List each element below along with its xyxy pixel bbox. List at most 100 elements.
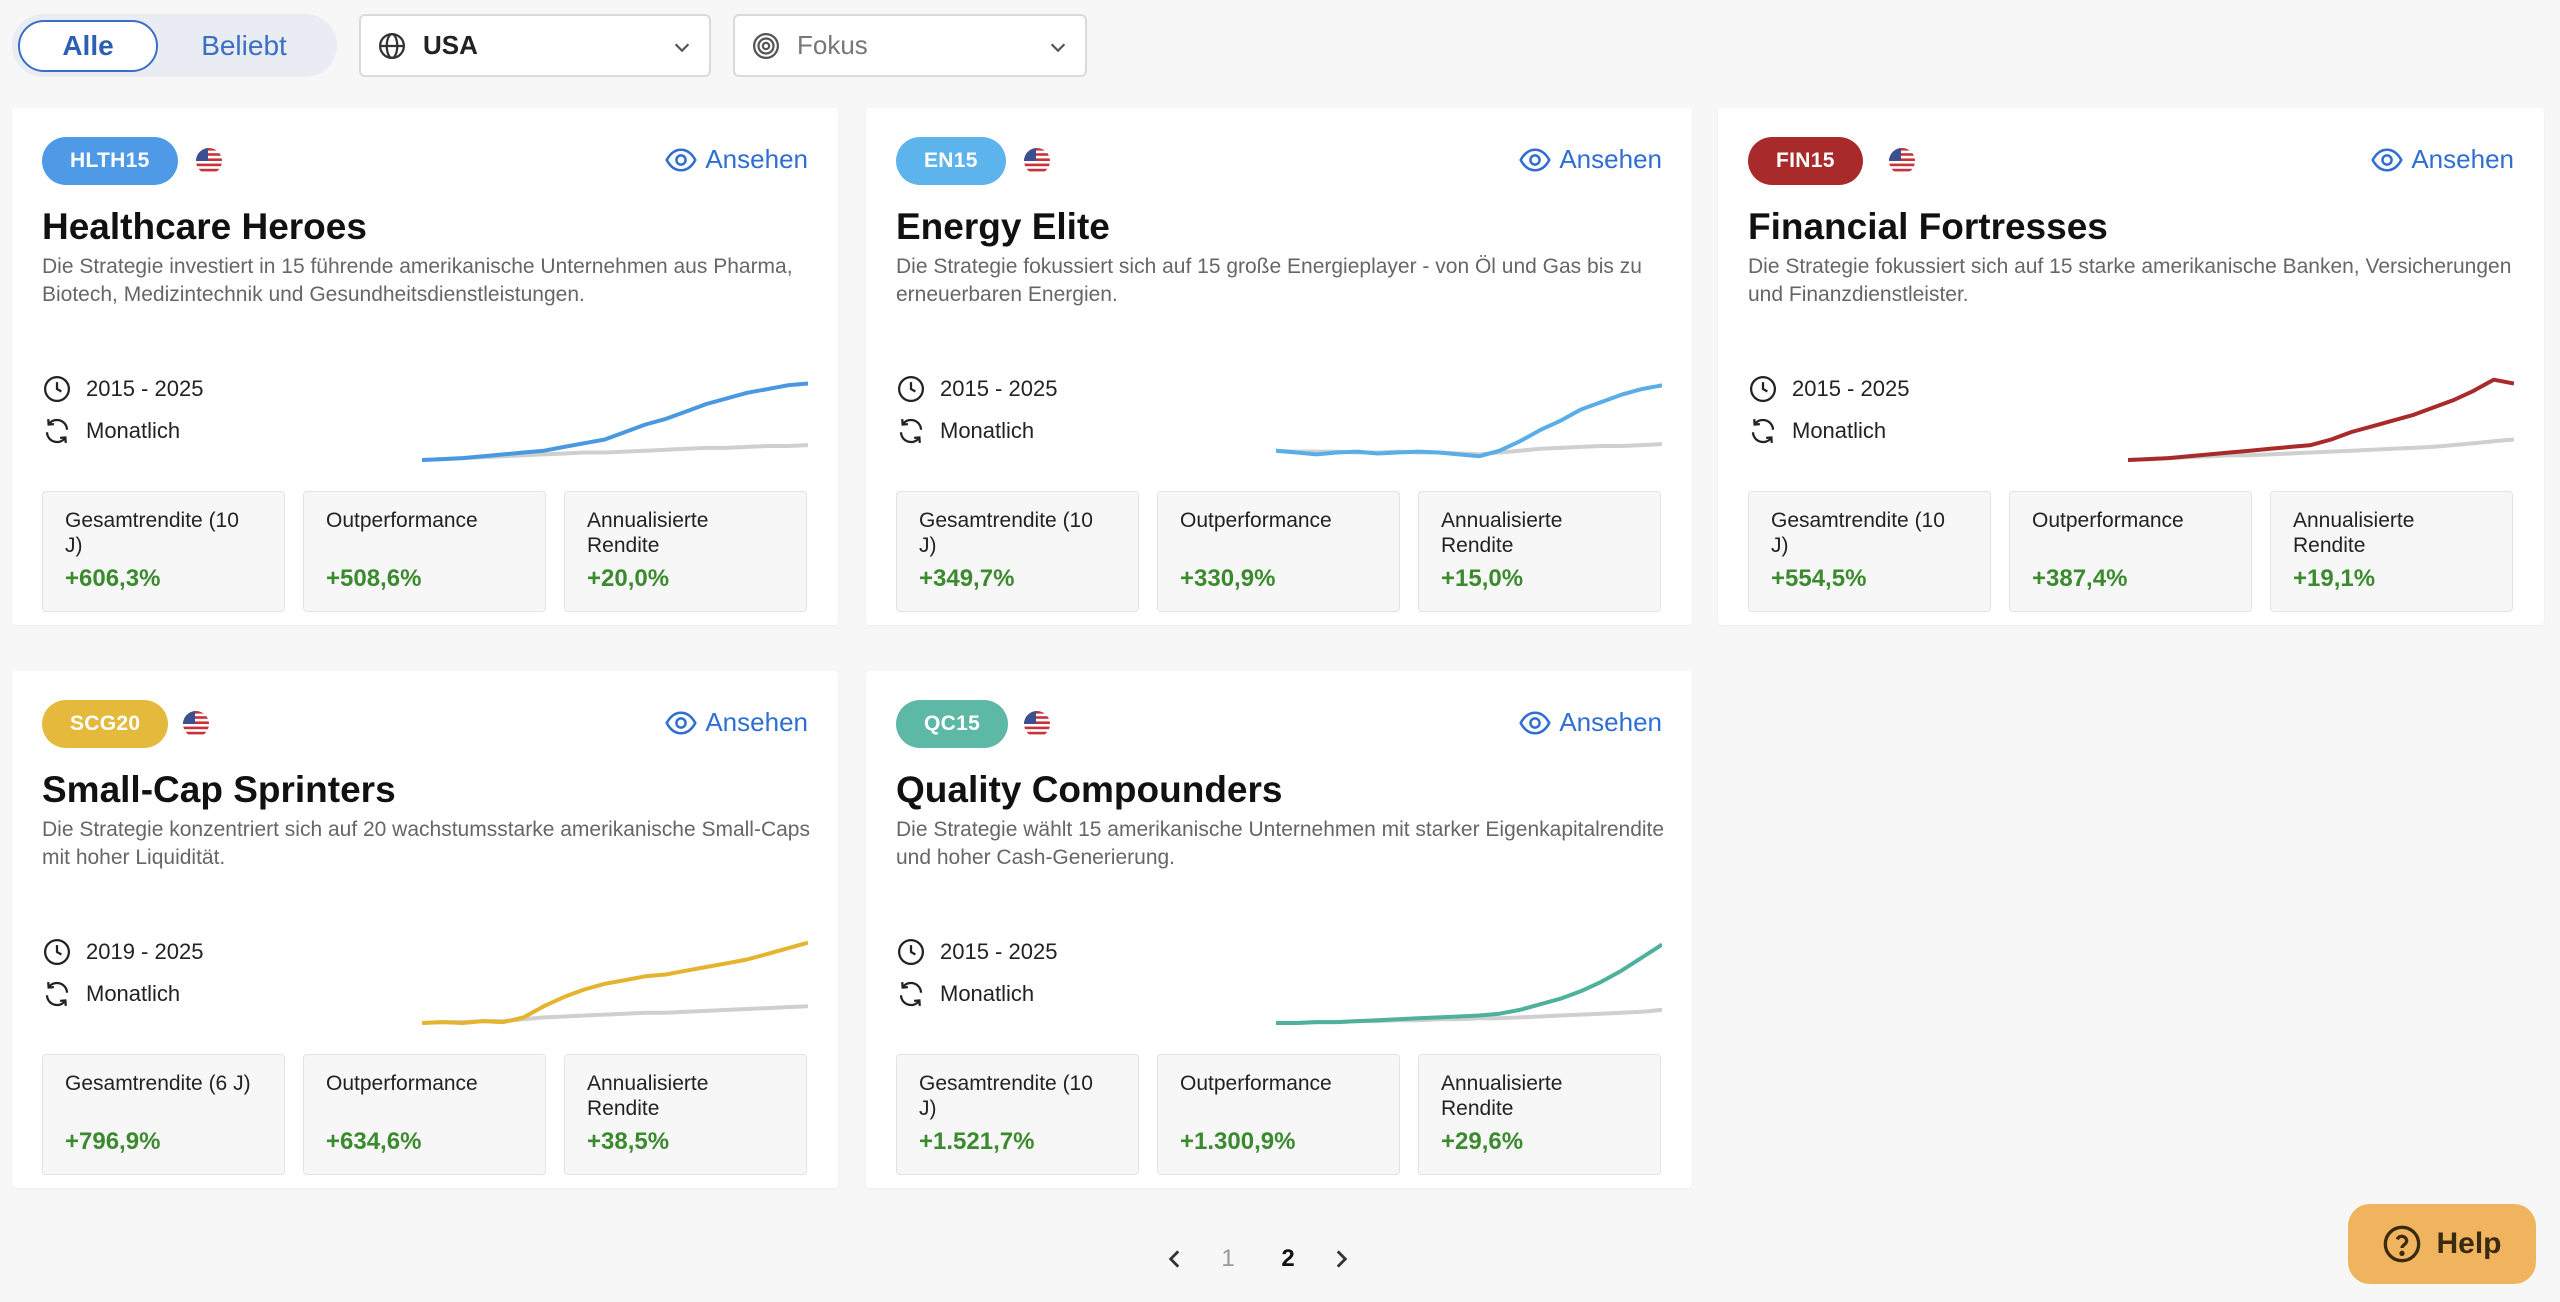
stats-row: Gesamtrendite (10 J) +349,7% Outperforma… [896, 491, 1661, 612]
stat-value: +554,5% [1771, 565, 1867, 592]
focus-select[interactable]: Fokus [733, 14, 1087, 77]
view-strategy-link[interactable]: Ansehen [665, 707, 808, 738]
strategy-code-badge: FIN15 [1748, 137, 1863, 185]
performance-sparkline [422, 381, 808, 462]
region-value: USA [423, 30, 478, 60]
strategy-title: Financial Fortresses [1748, 206, 2108, 247]
stat-label: Gesamtrendite (10 J) [65, 509, 239, 557]
stat-box: Annualisierte Rendite +19,1% [2270, 491, 2513, 612]
rebalance-row: Monatlich [1748, 416, 1886, 446]
stat-value: +38,5% [587, 1128, 670, 1155]
stat-label: Outperformance [1180, 1072, 1332, 1095]
view-label: Ansehen [705, 144, 808, 174]
view-label: Ansehen [705, 707, 808, 737]
view-label: Ansehen [1559, 144, 1662, 174]
strategy-code-badge: HLTH15 [42, 137, 178, 185]
frequency-text: Monatlich [86, 981, 181, 1006]
stat-label: Outperformance [326, 1072, 478, 1095]
strategy-card: HLTH15 Ansehen Healthcare Heroes Die Str… [12, 108, 838, 625]
clock-icon [896, 374, 926, 404]
rebalance-row: Monatlich [896, 416, 1034, 446]
page-2-button[interactable]: 2 [1281, 1245, 1295, 1272]
strategy-card: FIN15 Ansehen Financial Fortresses Die S… [1718, 108, 2544, 625]
refresh-icon [896, 979, 926, 1009]
prev-page-button[interactable] [1160, 1244, 1190, 1274]
stat-box: Gesamtrendite (10 J) +1.521,7% [896, 1054, 1139, 1175]
frequency-text: Monatlich [940, 981, 1035, 1006]
strategy-line [422, 381, 808, 462]
performance-sparkline [1276, 942, 1662, 1025]
strategy-card: QC15 Ansehen Quality Compounders Die Str… [866, 671, 1692, 1188]
stat-value: +508,6% [326, 565, 422, 592]
clock-icon [42, 374, 72, 404]
us-flag-icon [1889, 148, 1915, 174]
stat-label: Annualisierte Rendite [2293, 509, 2415, 557]
strategy-card: EN15 Ansehen Energy Elite Die Strategie … [866, 108, 1692, 625]
chevron-down-icon [674, 43, 690, 53]
next-page-button[interactable] [1326, 1244, 1356, 1274]
stat-value: +606,3% [65, 565, 161, 592]
period-row: 2015 - 2025 [42, 374, 203, 404]
strategy-code-badge: SCG20 [42, 700, 169, 748]
stat-label: Outperformance [1180, 509, 1332, 532]
strategy-description: Die Strategie fokussiert sich auf 15 sta… [1748, 255, 2512, 306]
clock-icon [42, 937, 72, 967]
stat-box: Gesamtrendite (6 J) +796,9% [42, 1054, 285, 1175]
help-button[interactable]: Help [2348, 1204, 2536, 1284]
stat-box: Gesamtrendite (10 J) +554,5% [1748, 491, 1991, 612]
view-strategy-link[interactable]: Ansehen [1519, 707, 1662, 738]
pagination: 1 2 [1160, 1244, 1356, 1274]
stat-box: Outperformance +330,9% [1157, 491, 1400, 612]
us-flag-icon [1024, 148, 1050, 174]
strategy-title: Quality Compounders [896, 769, 1283, 810]
period-text: 2015 - 2025 [940, 939, 1058, 964]
eye-icon [2371, 147, 2404, 173]
strategy-description: Die Strategie investiert in 15 führende … [42, 255, 793, 306]
frequency-text: Monatlich [1792, 418, 1887, 443]
strategy-code-badge: EN15 [896, 137, 1006, 185]
region-select[interactable]: USA [359, 14, 711, 77]
segment-all-button[interactable]: Alle [18, 19, 158, 72]
stat-label: Annualisierte Rendite [1441, 1072, 1563, 1120]
stat-value: +19,1% [2293, 565, 2376, 592]
us-flag-icon [183, 711, 209, 737]
stat-label: Outperformance [326, 509, 478, 532]
stat-label: Gesamtrendite (6 J) [65, 1072, 251, 1095]
period-text: 2019 - 2025 [86, 939, 204, 964]
strategy-line [422, 940, 808, 1025]
stat-label: Outperformance [2032, 509, 2184, 532]
strategy-title: Healthcare Heroes [42, 206, 367, 247]
view-strategy-link[interactable]: Ansehen [665, 144, 808, 175]
view-strategy-link[interactable]: Ansehen [1519, 144, 1662, 175]
performance-sparkline [1276, 383, 1662, 459]
segment-popular-button[interactable]: Beliebt [201, 29, 287, 61]
stat-value: +29,6% [1441, 1128, 1524, 1155]
stat-box: Annualisierte Rendite +15,0% [1418, 491, 1661, 612]
clock-icon [896, 937, 926, 967]
stats-row: Gesamtrendite (10 J) +554,5% Outperforma… [1748, 491, 2513, 612]
stat-value: +15,0% [1441, 565, 1524, 592]
stat-box: Annualisierte Rendite +20,0% [564, 491, 807, 612]
strategy-line [1276, 383, 1662, 459]
us-flag-icon [1024, 711, 1050, 737]
refresh-icon [1748, 416, 1778, 446]
stat-label: Annualisierte Rendite [587, 509, 709, 557]
stat-box: Annualisierte Rendite +38,5% [564, 1054, 807, 1175]
eye-icon [665, 147, 698, 173]
rebalance-row: Monatlich [42, 416, 180, 446]
eye-icon [1519, 710, 1552, 736]
chevron-down-icon [1050, 43, 1066, 53]
stat-box: Outperformance +508,6% [303, 491, 546, 612]
strategy-description: Die Strategie konzentriert sich auf 20 w… [42, 818, 810, 869]
stat-value: +634,6% [326, 1128, 422, 1155]
stat-value: +1.300,9% [1180, 1128, 1296, 1155]
question-circle-icon [2384, 1225, 2421, 1263]
period-row: 2019 - 2025 [42, 937, 203, 967]
stat-box: Outperformance +1.300,9% [1157, 1054, 1400, 1175]
view-strategy-link[interactable]: Ansehen [2371, 144, 2514, 175]
frequency-text: Monatlich [86, 418, 181, 443]
clock-icon [1748, 374, 1778, 404]
page-1-button[interactable]: 1 [1221, 1245, 1235, 1272]
stat-box: Outperformance +634,6% [303, 1054, 546, 1175]
us-flag-icon [196, 148, 222, 174]
